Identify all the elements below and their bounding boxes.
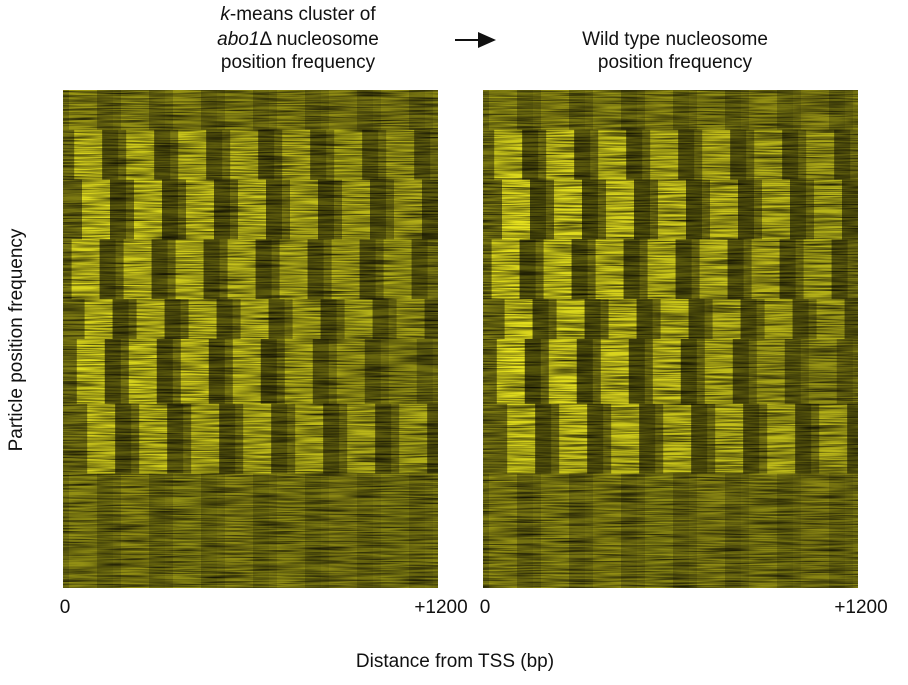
heatmap bbox=[483, 90, 858, 588]
noise bbox=[483, 90, 858, 588]
title-segment: -means cluster of bbox=[230, 4, 376, 25]
heatmap bbox=[63, 90, 438, 588]
x-axis-label: Distance from TSS (bp) bbox=[356, 651, 554, 672]
panel-title: Wild type nucleosome position frequency bbox=[582, 29, 768, 73]
title-segment: k bbox=[220, 4, 231, 25]
panel-title: k-means cluster of abo1Δ nucleosome positi… bbox=[217, 4, 379, 73]
x-tick-label: 0 bbox=[60, 597, 71, 618]
x-tick-label: +1200 bbox=[414, 597, 467, 618]
noise bbox=[63, 90, 438, 588]
y-axis-label: Particle position frequency bbox=[6, 228, 27, 451]
title-segment: Δ nucleosome bbox=[259, 29, 378, 50]
x-tick-label: 0 bbox=[480, 597, 491, 618]
title-segment: abo1 bbox=[217, 29, 259, 50]
title-segment: Wild type nucleosome bbox=[582, 29, 768, 50]
x-tick-label: +1200 bbox=[834, 597, 887, 618]
title-segment: position frequency bbox=[221, 52, 376, 73]
title-segment: position frequency bbox=[598, 52, 753, 73]
